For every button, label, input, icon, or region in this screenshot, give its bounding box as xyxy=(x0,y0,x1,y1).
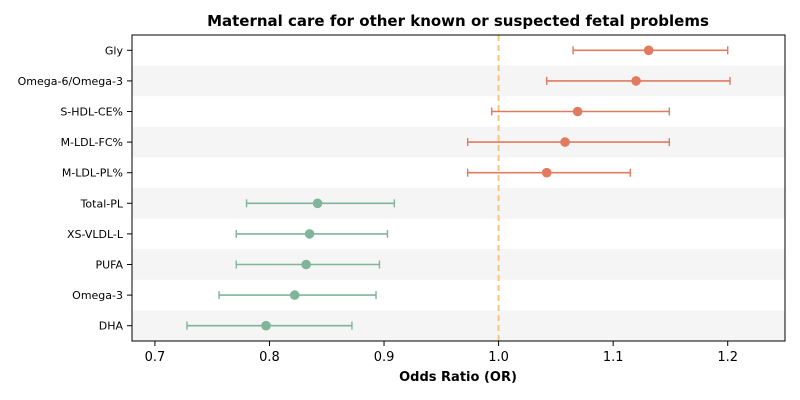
x-axis-ticks: 0.7 0.8 0.9 1.0 1.1 1.2 xyxy=(145,341,738,365)
forest-row xyxy=(546,76,731,86)
or-point xyxy=(643,45,654,56)
data-marks xyxy=(186,45,731,331)
y-tick-label: M-LDL-FC% xyxy=(61,136,123,149)
forest-row xyxy=(235,259,381,270)
forest-row xyxy=(466,137,670,147)
row-band xyxy=(132,249,785,280)
y-tick-label: Omega-6/Omega-3 xyxy=(18,75,123,88)
row-band xyxy=(132,126,785,158)
or-point xyxy=(304,229,315,239)
x-tick-label: 0.7 xyxy=(145,350,166,365)
forest-row xyxy=(572,45,729,56)
y-tick-label: XS-VLDL-L xyxy=(67,228,124,241)
x-tick-label: 1.1 xyxy=(603,350,624,365)
y-tick-label: PUFA xyxy=(95,259,123,272)
x-tick-label: 0.9 xyxy=(374,350,395,365)
chart-title: Maternal care for other known or suspect… xyxy=(207,12,709,30)
forest-row xyxy=(466,167,632,178)
or-point xyxy=(312,198,323,209)
or-point xyxy=(301,259,311,270)
x-tick-label: 1.0 xyxy=(488,350,509,365)
y-tick-label: Omega-3 xyxy=(72,289,123,302)
or-point xyxy=(560,137,570,147)
forest-row xyxy=(218,290,377,300)
forest-row xyxy=(491,106,670,117)
forest-row xyxy=(235,229,389,239)
forest-row xyxy=(245,198,396,209)
forest-row xyxy=(186,320,353,331)
plot-frame xyxy=(131,34,786,342)
y-tick-label: S-HDL-CE% xyxy=(60,106,123,119)
y-tick-label: DHA xyxy=(99,320,124,333)
row-band xyxy=(132,188,785,219)
or-point xyxy=(631,76,641,86)
y-tick-label: M-LDL-PL% xyxy=(62,167,123,180)
y-axis-ticks: Gly Omega-6/Omega-3 S-HDL-CE% M-LDL-FC% M-LD… xyxy=(18,44,132,333)
or-point xyxy=(289,290,300,300)
or-point xyxy=(572,106,583,117)
y-tick-label: Gly xyxy=(105,44,124,57)
x-tick-label: 1.2 xyxy=(717,350,738,365)
x-axis-label: Odds Ratio (OR) xyxy=(399,370,517,385)
y-tick-label: Total-PL xyxy=(80,197,124,210)
x-tick-label: 0.8 xyxy=(259,350,280,365)
or-point xyxy=(261,320,271,331)
row-bands xyxy=(132,65,785,341)
or-point xyxy=(541,167,552,178)
